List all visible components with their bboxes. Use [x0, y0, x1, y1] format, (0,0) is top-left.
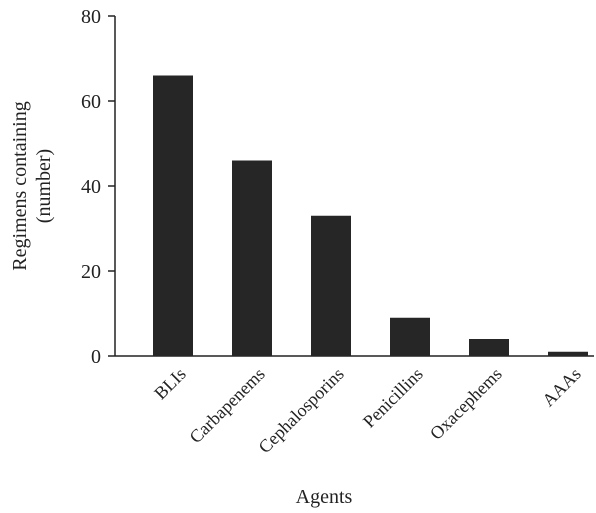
y-tick-label: 60 — [81, 91, 101, 113]
x-tick-label: Carbapenems — [185, 364, 268, 447]
y-tick-label: 80 — [81, 6, 101, 28]
y-axis-label-line-2: (number) — [33, 149, 55, 223]
x-tick-label: Oxacephems — [426, 364, 506, 444]
x-tick-label: Penicillins — [359, 364, 427, 432]
bar-cephalosporins — [311, 215, 351, 356]
bar-carbapenems — [232, 160, 272, 356]
y-tick-label: 40 — [81, 176, 101, 198]
bars — [153, 75, 588, 356]
y-axis-label-line-1: Regimens containing — [9, 101, 31, 270]
bar-penicillins — [390, 317, 430, 356]
y-tick-label: 0 — [91, 346, 101, 368]
x-axis-label: Agents — [296, 486, 353, 508]
bar-blis — [153, 75, 193, 356]
bar-aaas — [548, 351, 588, 356]
y-tick-label: 20 — [81, 261, 101, 283]
x-tick-label: AAAs — [538, 364, 585, 411]
bar-oxacephems — [469, 339, 509, 356]
x-tick-label: BLIs — [150, 364, 190, 404]
y-axis: 0 20 40 60 80 — [81, 6, 116, 368]
